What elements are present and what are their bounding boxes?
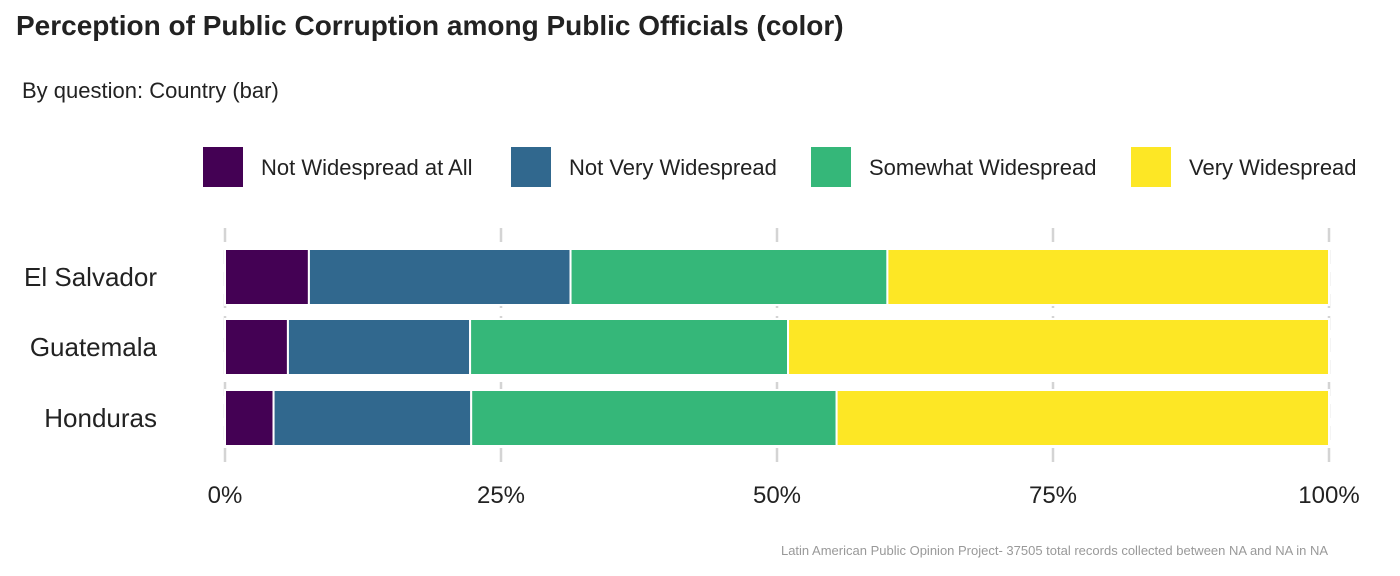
legend-swatch [511, 147, 551, 187]
x-tick-label: 75% [1029, 482, 1077, 509]
category-label: Guatemala [30, 332, 158, 362]
chart-caption: Latin American Public Opinion Project- 3… [781, 543, 1328, 558]
bar-segment [887, 249, 1329, 305]
legend-item: Somewhat Widespread [811, 147, 1096, 187]
bar-segment [837, 390, 1329, 446]
category-labels: El Salvador Guatemala Honduras [24, 262, 158, 433]
x-tick-label: 100% [1298, 482, 1359, 509]
legend-item: Very Widespread [1131, 147, 1357, 187]
bar-segment [471, 390, 836, 446]
bar-segment [309, 249, 571, 305]
bar-segment [225, 390, 274, 446]
bar-segment [288, 319, 470, 375]
legend-swatch [203, 147, 243, 187]
legend-label: Somewhat Widespread [869, 155, 1096, 180]
category-label: El Salvador [24, 262, 157, 292]
x-tick-label: 0% [208, 482, 243, 509]
x-tick-label: 50% [753, 482, 801, 509]
bar-segment [274, 390, 472, 446]
x-axis-tick-labels: 0% 25% 50% 75% 100% [208, 482, 1360, 509]
bar-segment [225, 319, 288, 375]
legend-item: Not Widespread at All [203, 147, 473, 187]
bar-segment [788, 319, 1329, 375]
legend-swatch [811, 147, 851, 187]
legend: Not Widespread at All Not Very Widespread… [203, 147, 1357, 187]
legend-label: Not Very Widespread [569, 155, 777, 180]
bar-segment [225, 249, 309, 305]
legend-swatch [1131, 147, 1171, 187]
x-tick-label: 25% [477, 482, 525, 509]
bar-segment [571, 249, 888, 305]
bar-segment [470, 319, 788, 375]
bars [225, 249, 1329, 446]
category-label: Honduras [44, 403, 157, 433]
legend-label: Very Widespread [1189, 155, 1357, 180]
legend-item: Not Very Widespread [511, 147, 777, 187]
legend-label: Not Widespread at All [261, 155, 473, 180]
